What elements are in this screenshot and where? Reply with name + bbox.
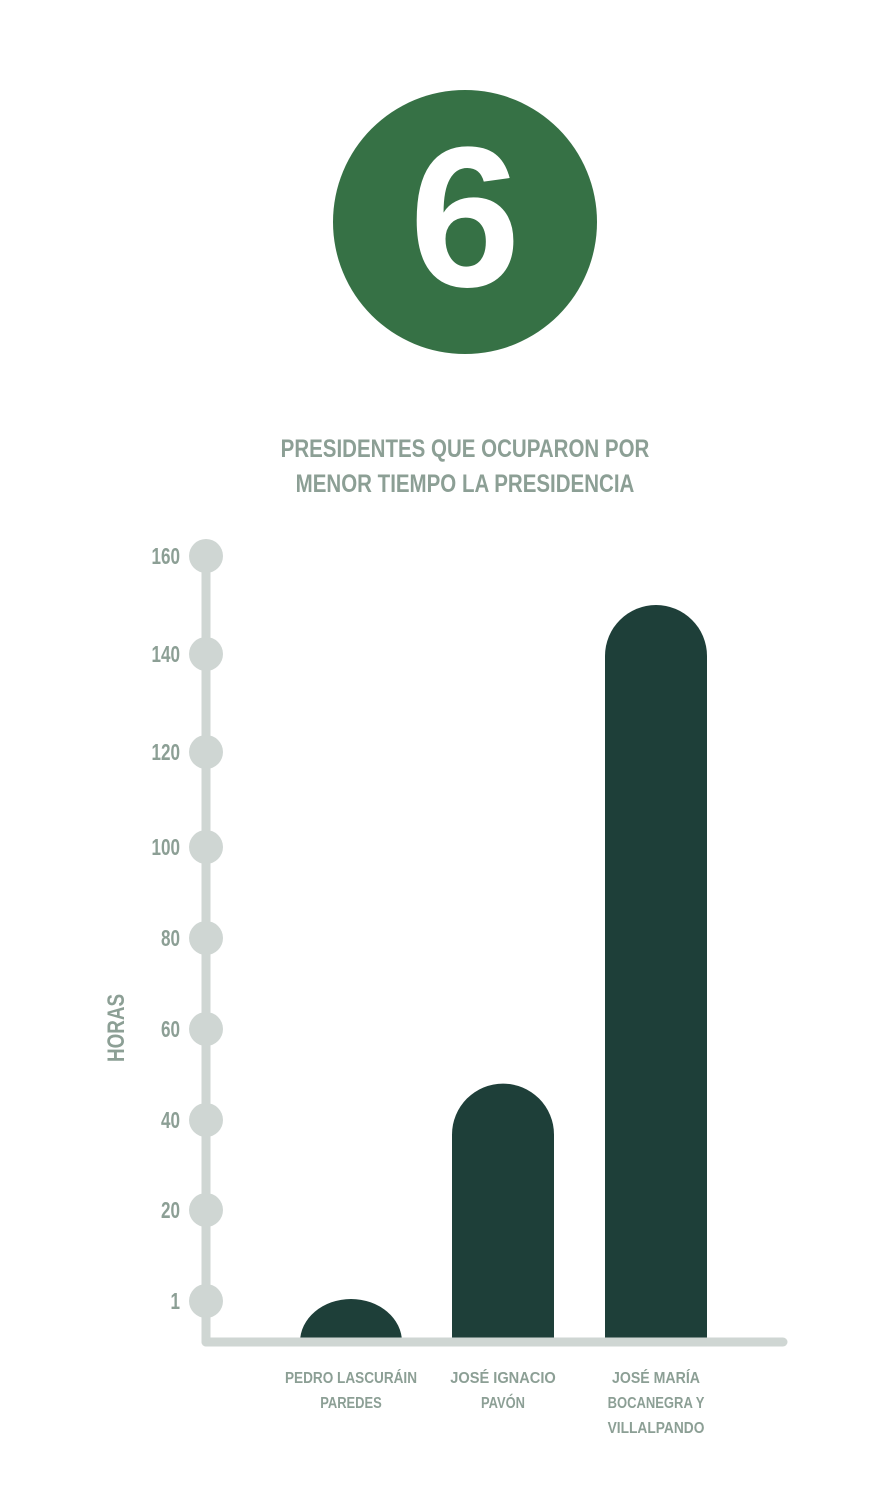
y-tick-label: 1 — [171, 1288, 181, 1314]
badge-number: 6 — [409, 106, 521, 329]
y-tick-dot — [189, 1193, 223, 1227]
bar-1 — [300, 1299, 402, 1342]
bar-2 — [452, 1083, 554, 1342]
y-axis-label: HORAS — [103, 994, 130, 1062]
x-category-label: JOSÉ MARÍA — [612, 1368, 700, 1387]
chart-title-line-1: PRESIDENTES QUE OCUPARON POR — [280, 435, 650, 463]
y-tick-dot — [189, 637, 223, 671]
y-tick-dot — [189, 921, 223, 955]
x-category-label: PAREDES — [320, 1395, 382, 1412]
y-tick-dot — [189, 735, 223, 769]
bar-3 — [605, 605, 707, 1342]
x-category-label: BOCANEGRA Y — [608, 1395, 705, 1412]
y-tick-label: 100 — [152, 834, 181, 860]
y-tick-label: 160 — [152, 543, 181, 569]
y-tick-label: 120 — [152, 739, 181, 765]
number-badge: 6 — [333, 90, 597, 354]
x-category-label: JOSÉ IGNACIO — [450, 1368, 556, 1387]
x-category-label: PAVÓN — [481, 1393, 525, 1412]
y-tick-label: 40 — [161, 1107, 180, 1133]
chart-title: PRESIDENTES QUE OCUPARON POR MENOR TIEMP… — [260, 432, 670, 502]
y-tick-dot — [189, 830, 223, 864]
y-tick-label: 80 — [161, 925, 180, 951]
y-tick-dot — [189, 539, 223, 573]
chart-title-line-2: MENOR TIEMPO LA PRESIDENCIA — [295, 470, 635, 498]
y-tick-label: 60 — [161, 1016, 180, 1042]
x-category-label: VILLALPANDO — [608, 1420, 705, 1437]
y-tick-label: 20 — [161, 1197, 180, 1223]
x-category-label: PEDRO LASCURÁIN — [285, 1368, 417, 1387]
y-tick-dot — [189, 1103, 223, 1137]
y-tick-dot — [189, 1284, 223, 1318]
y-tick-dot — [189, 1012, 223, 1046]
y-tick-label: 140 — [152, 641, 181, 667]
